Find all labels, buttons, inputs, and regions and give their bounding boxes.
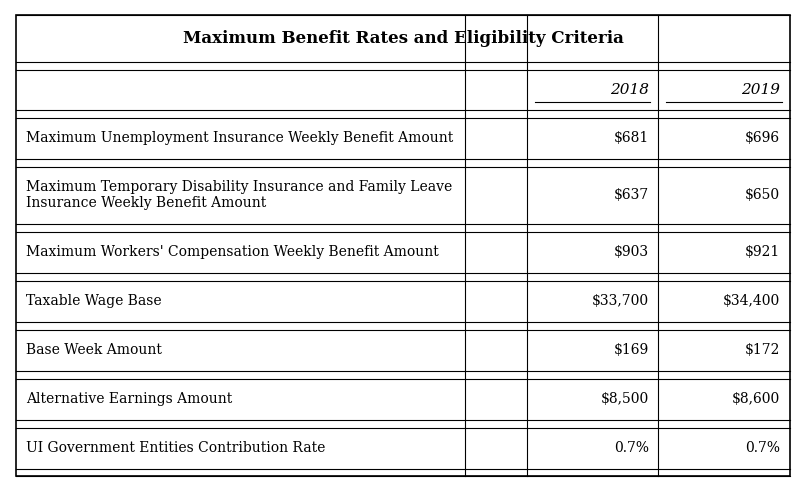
Text: $696: $696 <box>745 131 780 145</box>
Text: $8,600: $8,600 <box>732 392 780 406</box>
Text: 0.7%: 0.7% <box>746 441 780 455</box>
Text: $8,500: $8,500 <box>600 392 649 406</box>
Text: Maximum Workers' Compensation Weekly Benefit Amount: Maximum Workers' Compensation Weekly Ben… <box>26 245 438 259</box>
Text: Taxable Wage Base: Taxable Wage Base <box>26 294 161 308</box>
Text: $33,700: $33,700 <box>592 294 649 308</box>
Text: Maximum Unemployment Insurance Weekly Benefit Amount: Maximum Unemployment Insurance Weekly Be… <box>26 131 453 145</box>
Text: $681: $681 <box>613 131 649 145</box>
Text: UI Government Entities Contribution Rate: UI Government Entities Contribution Rate <box>26 441 325 455</box>
Text: $34,400: $34,400 <box>723 294 780 308</box>
Text: 2019: 2019 <box>742 83 780 97</box>
Text: $903: $903 <box>613 245 649 259</box>
Text: Alternative Earnings Amount: Alternative Earnings Amount <box>26 392 232 406</box>
Text: 0.7%: 0.7% <box>613 441 649 455</box>
Text: 2018: 2018 <box>609 83 649 97</box>
Text: Base Week Amount: Base Week Amount <box>26 343 162 357</box>
Text: $169: $169 <box>613 343 649 357</box>
Text: $921: $921 <box>745 245 780 259</box>
Text: $172: $172 <box>745 343 780 357</box>
Text: Maximum Temporary Disability Insurance and Family Leave
Insurance Weekly Benefit: Maximum Temporary Disability Insurance a… <box>26 180 452 210</box>
Text: Maximum Benefit Rates and Eligibility Criteria: Maximum Benefit Rates and Eligibility Cr… <box>183 30 623 47</box>
Text: $650: $650 <box>745 188 780 202</box>
Text: $637: $637 <box>613 188 649 202</box>
